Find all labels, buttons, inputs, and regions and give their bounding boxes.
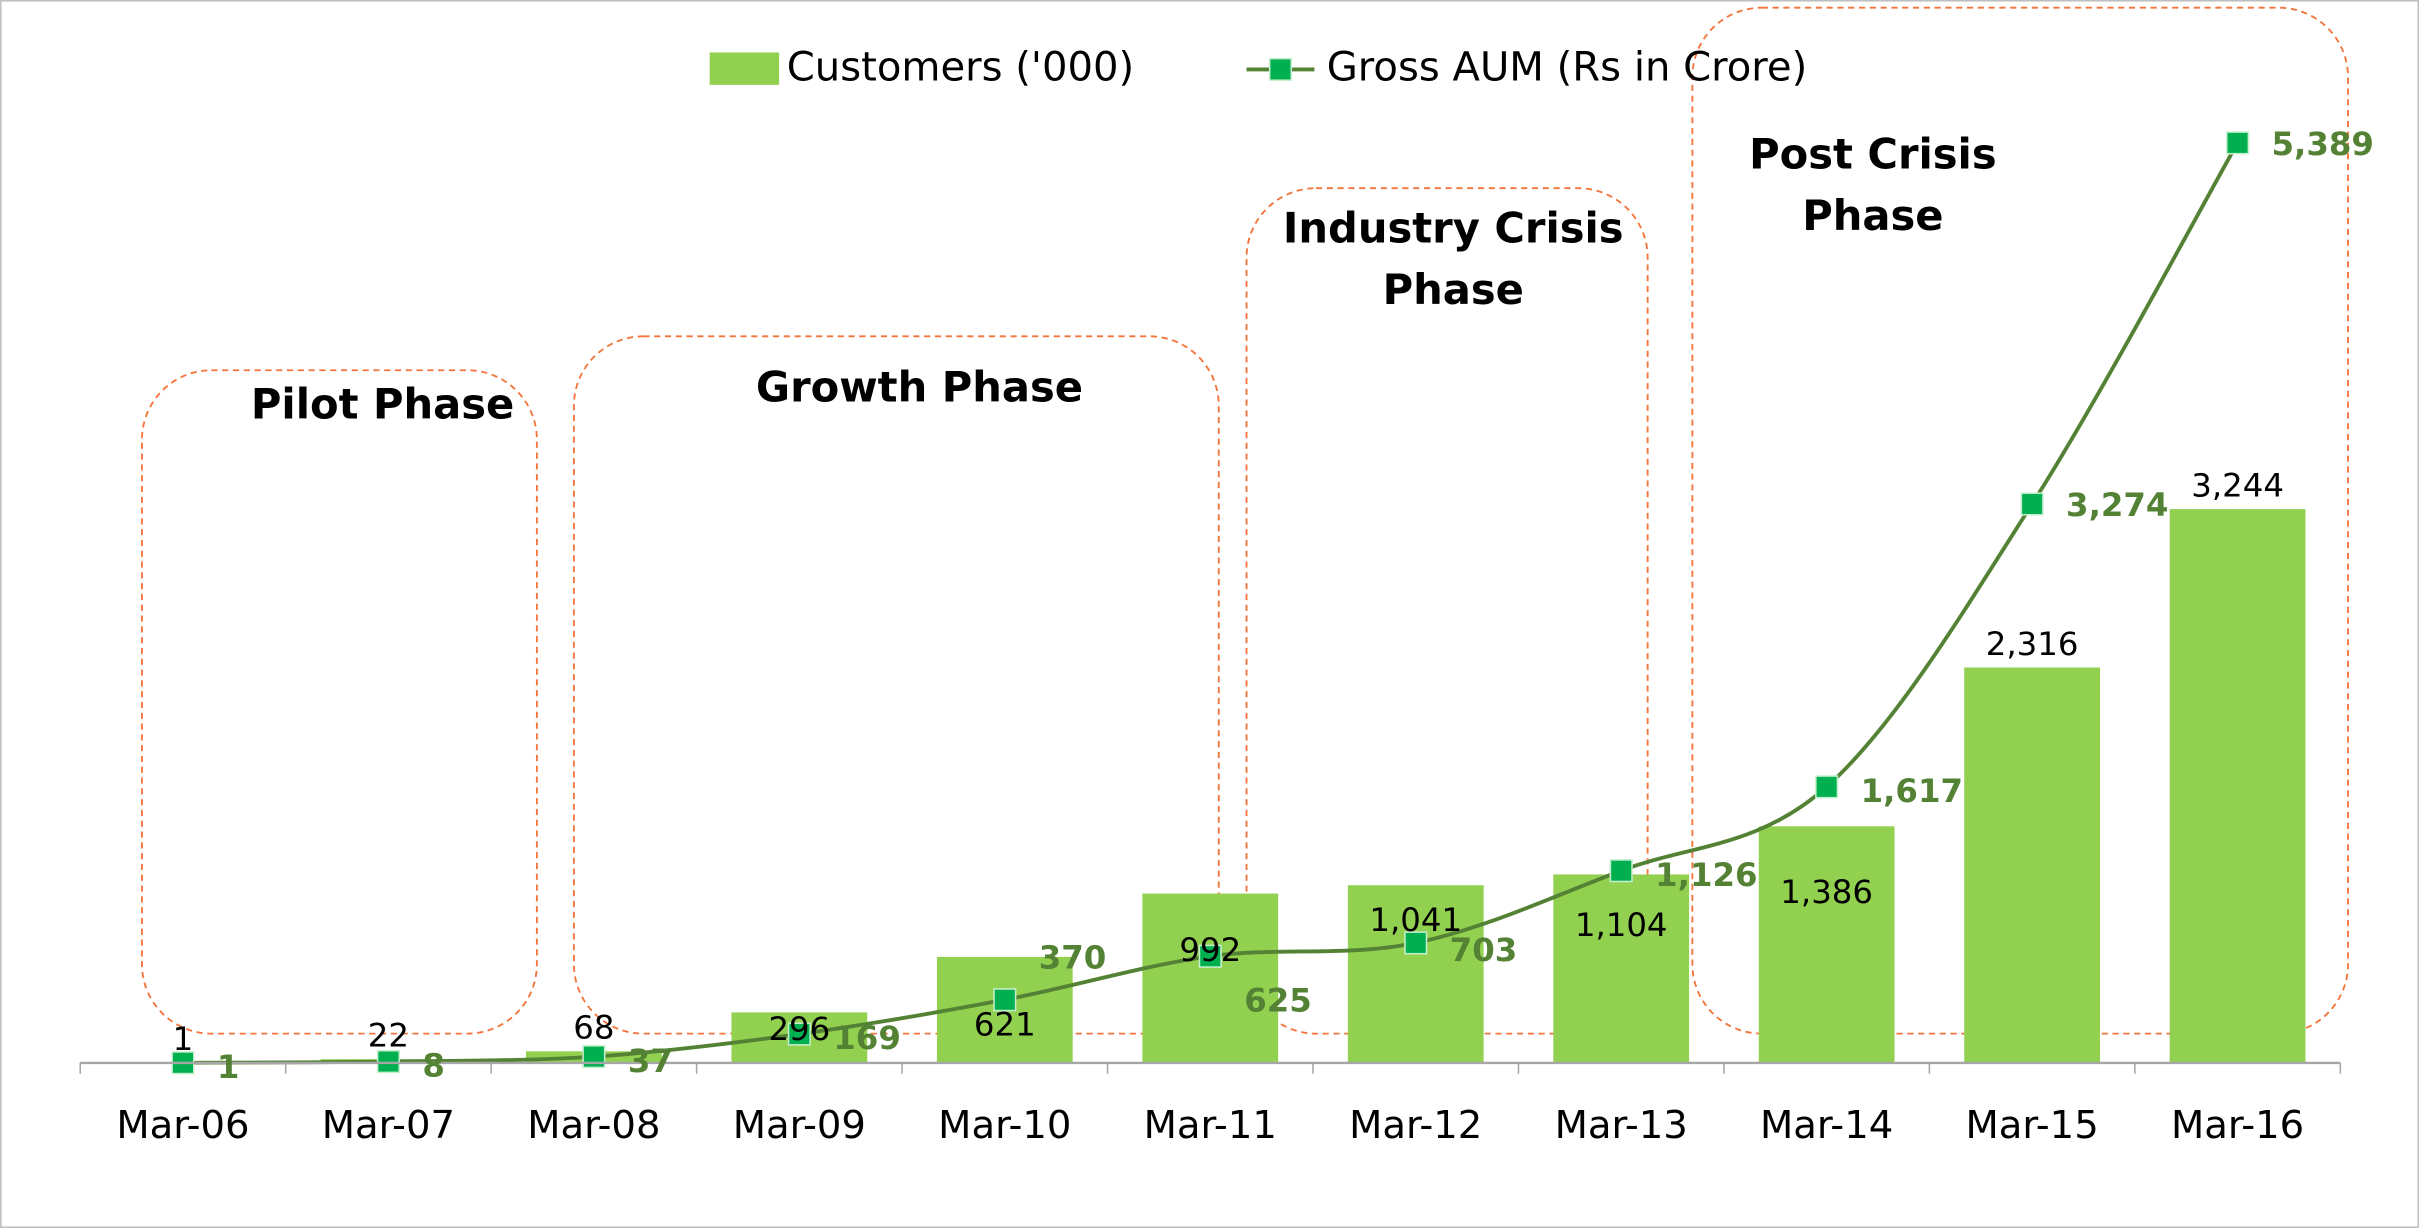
- phase-label: Growth Phase: [756, 362, 1083, 411]
- bar-value-label: 1,386: [1780, 873, 1873, 911]
- line-value-label: 37: [628, 1042, 673, 1080]
- marker: [1198, 944, 1222, 968]
- phase-box: [141, 369, 538, 1035]
- bar-value-label: 22: [368, 1017, 409, 1055]
- marker: [787, 1022, 811, 1046]
- bar-value-label: 68: [573, 1009, 614, 1047]
- phase-label: Pilot Phase: [251, 379, 514, 428]
- bar: [1142, 893, 1279, 1063]
- x-tick-label: Mar-10: [938, 1103, 1071, 1148]
- bar: [1758, 826, 1895, 1063]
- x-tick-label: Mar-06: [116, 1103, 249, 1148]
- marker: [2020, 492, 2044, 516]
- x-tick-label: Mar-13: [1555, 1103, 1688, 1148]
- line-value-label: 1: [217, 1048, 240, 1086]
- x-tick-label: Mar-09: [733, 1103, 866, 1148]
- x-tick-label: Mar-07: [322, 1103, 455, 1148]
- bar-value-label: 1: [173, 1020, 194, 1058]
- bar-value-label: 1,104: [1575, 906, 1668, 944]
- legend-marker: [1268, 57, 1293, 81]
- x-tick-label: Mar-08: [527, 1103, 660, 1148]
- legend-swatch: [709, 52, 780, 85]
- marker: [993, 988, 1017, 1012]
- bar-value-label: 2,316: [1986, 625, 2079, 663]
- bar: [1553, 874, 1690, 1063]
- bar-value-label: 296: [768, 1010, 830, 1048]
- bar: [2169, 509, 2306, 1063]
- line-value-label: 703: [1450, 931, 1518, 969]
- line-value-label: 8: [422, 1047, 445, 1085]
- marker: [582, 1045, 606, 1069]
- bar: [1964, 667, 2100, 1063]
- marker: [2226, 131, 2250, 155]
- marker: [1609, 859, 1633, 883]
- bar-value-label: 3,244: [2191, 466, 2284, 504]
- marker: [1815, 775, 1839, 799]
- line-value-label: 625: [1244, 982, 1312, 1020]
- bar-value-label: 1,041: [1369, 901, 1462, 939]
- x-tick-label: Mar-15: [1965, 1103, 2098, 1148]
- bar-value-label: 992: [1179, 931, 1241, 969]
- bar: [1347, 885, 1484, 1063]
- x-tick-label: Mar-14: [1760, 1103, 1893, 1148]
- phase-label: Phase: [1383, 265, 1524, 314]
- bar-value-label: 621: [974, 1005, 1036, 1043]
- line-value-label: 169: [833, 1019, 901, 1057]
- legend-label: Customers ('000): [787, 44, 1134, 90]
- phase-label: Industry Crisis: [1283, 203, 1624, 252]
- line-value-label: 3,274: [2066, 486, 2168, 524]
- legend-label: Gross AUM (Rs in Crore): [1327, 44, 1807, 90]
- marker: [376, 1049, 400, 1074]
- x-tick-label: Mar-12: [1349, 1103, 1482, 1148]
- phase-label: Phase: [1802, 191, 1943, 240]
- line-value-label: 1,126: [1655, 856, 1757, 894]
- line-value-label: 370: [1039, 939, 1107, 977]
- line-value-label: 5,389: [2272, 125, 2374, 163]
- x-tick-label: Mar-16: [2171, 1103, 2304, 1148]
- phase-box: [572, 335, 1220, 1035]
- marker: [1404, 931, 1428, 955]
- line-value-label: 1,617: [1861, 772, 1963, 810]
- phase-label: Post Crisis: [1749, 129, 1997, 178]
- x-tick-label: Mar-11: [1144, 1103, 1277, 1148]
- line: [182, 141, 2240, 1065]
